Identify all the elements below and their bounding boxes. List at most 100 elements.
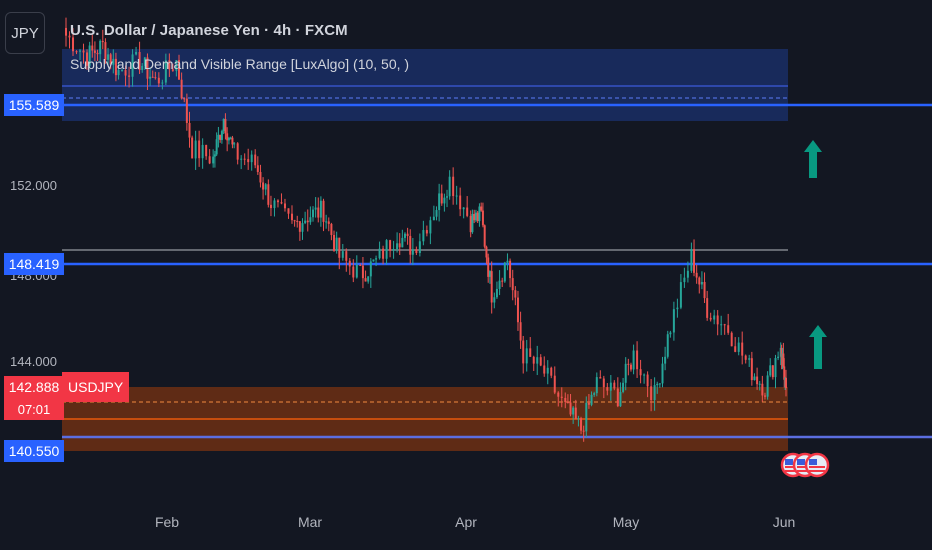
candle-body <box>478 206 481 222</box>
candle-body <box>91 45 94 51</box>
candle-body <box>595 377 598 394</box>
candle-body <box>622 382 625 392</box>
candle-body <box>335 237 338 251</box>
candle-body <box>409 235 412 255</box>
candle-body <box>128 75 131 77</box>
candle-body <box>577 418 580 420</box>
candle-body <box>613 382 616 389</box>
candle-body <box>493 297 496 303</box>
candle-body <box>443 197 446 204</box>
candle-body <box>171 69 174 71</box>
candle-body <box>593 393 596 395</box>
candle-body <box>378 248 381 259</box>
candle-body <box>706 298 709 318</box>
candle-body <box>700 281 703 285</box>
candle-body <box>669 332 672 335</box>
candle-body <box>481 210 484 226</box>
candle-body <box>679 282 682 308</box>
candle-body <box>135 52 138 55</box>
candle-body <box>737 342 740 352</box>
candle-body <box>367 276 370 282</box>
candle-body <box>224 118 227 134</box>
candle-body <box>525 348 528 364</box>
candle-body <box>143 57 146 66</box>
candle-body <box>546 367 549 374</box>
candle-body <box>131 54 134 77</box>
candle-body <box>636 350 639 370</box>
candle-body <box>425 230 428 234</box>
candle-body <box>82 50 85 53</box>
candle-body <box>369 261 372 277</box>
candle-body <box>290 213 293 221</box>
candle-body <box>506 260 509 263</box>
candle-body <box>572 407 575 415</box>
candle-body <box>609 382 612 391</box>
indicator-label[interactable]: Supply and Demand Visible Range [LuxAlgo… <box>70 56 410 72</box>
candle-body <box>536 357 539 364</box>
y-tick-label: 144.000 <box>10 354 57 369</box>
candle-body <box>243 158 246 160</box>
candle-body <box>201 144 204 159</box>
x-tick-label: Feb <box>154 514 180 530</box>
candle-body <box>501 280 504 282</box>
candle-body <box>446 196 449 198</box>
candle-body <box>75 51 78 53</box>
candle-body <box>114 58 117 76</box>
candle-body <box>185 98 188 123</box>
candle-body <box>503 262 506 282</box>
candle-body <box>632 350 635 370</box>
candle-body <box>422 230 425 242</box>
candle-body <box>322 200 325 222</box>
candle-body <box>372 259 375 262</box>
candle-body <box>569 402 572 415</box>
candle-body <box>157 77 160 84</box>
candle-body <box>236 143 239 160</box>
candle-body <box>250 154 253 163</box>
candle-body <box>624 363 627 383</box>
candle-body <box>406 233 409 236</box>
candle-body <box>452 176 455 197</box>
candle-body <box>695 272 698 278</box>
supply-level-badge: 155.589 <box>4 94 64 116</box>
up-arrow-icon <box>809 325 827 369</box>
symbol-button[interactable]: JPY <box>5 12 45 54</box>
candle-body <box>471 213 474 233</box>
candle-body <box>756 376 759 385</box>
candle-body <box>769 365 772 376</box>
candle-body <box>723 324 726 326</box>
candle-body <box>222 118 225 132</box>
candle-body <box>511 278 514 291</box>
candle-body <box>375 258 378 260</box>
candle-body <box>509 260 512 279</box>
last-price-badge: 142.888 <box>4 376 64 398</box>
candle-body <box>429 220 432 234</box>
candle-body <box>226 133 229 141</box>
candle-body <box>306 220 309 223</box>
candle-body <box>254 154 257 166</box>
candle-body <box>231 137 234 145</box>
candle-body <box>396 243 399 250</box>
candle-body <box>418 241 421 254</box>
us-flag-event-icon <box>804 452 830 478</box>
candle-body <box>656 383 659 386</box>
candle-body <box>256 165 259 172</box>
candle-body <box>627 363 630 365</box>
candle-body <box>293 220 296 222</box>
candle-body <box>553 375 556 393</box>
candle-body <box>462 207 465 210</box>
candle-body <box>590 394 593 405</box>
candle-body <box>514 290 517 298</box>
candle-body <box>582 430 585 432</box>
candle-body <box>175 60 178 71</box>
x-tick-label: May <box>612 514 640 530</box>
candle-body <box>771 365 774 378</box>
candle-body <box>435 210 438 217</box>
candle-body <box>716 315 719 325</box>
candle-body <box>782 353 785 367</box>
candle-body <box>543 365 546 374</box>
candle-body <box>276 200 279 203</box>
candle-body <box>99 40 102 55</box>
candle-body <box>734 346 737 352</box>
candle-body <box>301 223 304 232</box>
